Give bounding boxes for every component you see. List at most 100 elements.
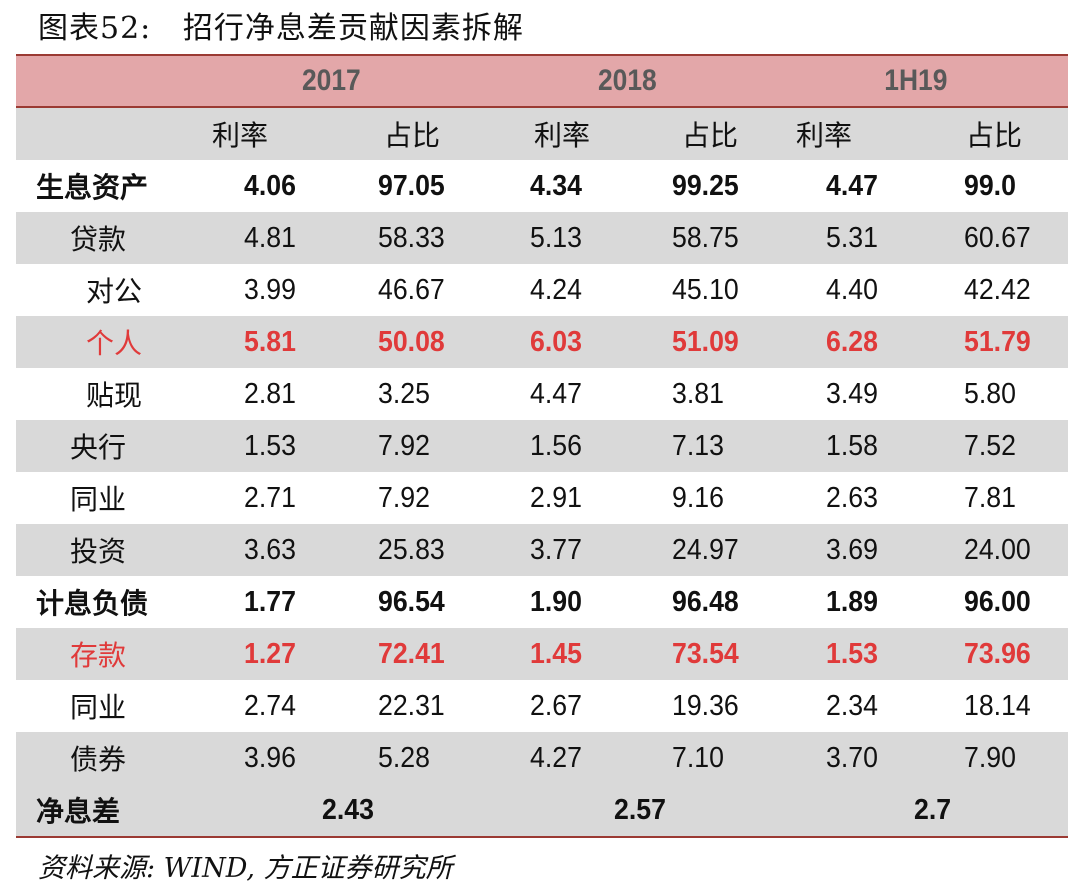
- rate-cell: 1.27: [244, 637, 296, 670]
- year-2017: 2017: [302, 64, 361, 97]
- rate-cell: 3.49: [826, 377, 878, 410]
- rate-cell: 2.91: [530, 481, 582, 514]
- share-cell: 99.0: [964, 169, 1016, 202]
- sub-header-share: 占比: [682, 119, 739, 152]
- rate-cell: 3.63: [244, 533, 296, 566]
- year-header-row: 2017 2018 1H19: [16, 54, 1068, 108]
- rate-cell: 3.96: [244, 741, 296, 774]
- rate-cell: 1.89: [826, 585, 878, 618]
- rate-cell: 4.47: [530, 377, 582, 410]
- rate-cell: 2.34: [826, 689, 878, 722]
- share-cell: 3.81: [672, 377, 724, 410]
- rate-cell: 6.28: [826, 325, 878, 358]
- rate-cell: 4.40: [826, 273, 878, 306]
- rate-cell: 2.74: [244, 689, 296, 722]
- sub-header-share: 占比: [384, 119, 441, 152]
- table-row: 央行 1.53 7.92 1.56 7.13 1.58 7.52: [16, 420, 1068, 472]
- rate-cell: 6.03: [530, 325, 582, 358]
- share-cell: 7.90: [964, 741, 1016, 774]
- share-cell: 24.97: [672, 533, 739, 566]
- rate-cell: 3.69: [826, 533, 878, 566]
- share-cell: 3.25: [378, 377, 430, 410]
- table-title: 图表52: 招行净息差贡献因素拆解: [38, 11, 524, 46]
- share-cell: 50.08: [378, 325, 445, 358]
- rate-cell: 3.70: [826, 741, 878, 774]
- share-cell: 73.54: [672, 637, 739, 670]
- rate-cell: 4.81: [244, 221, 296, 254]
- table-row: 同业 2.71 7.92 2.91 9.16 2.63 7.81: [16, 472, 1068, 524]
- row-label: 同业: [70, 483, 127, 516]
- rate-cell: 4.27: [530, 741, 582, 774]
- share-cell: 46.67: [378, 273, 445, 306]
- row-label: 个人: [86, 327, 143, 360]
- row-label: 央行: [70, 431, 127, 464]
- rate-cell: 5.81: [244, 325, 296, 358]
- nim-row: 净息差 2.43 2.57 2.7: [16, 784, 1068, 838]
- share-cell: 42.42: [964, 273, 1031, 306]
- nim-value-2017: 2.43: [322, 793, 374, 826]
- share-cell: 72.41: [378, 637, 445, 670]
- share-cell: 5.80: [964, 377, 1016, 410]
- share-cell: 7.10: [672, 741, 724, 774]
- share-cell: 7.13: [672, 429, 724, 462]
- share-cell: 96.00: [964, 585, 1031, 618]
- rate-cell: 3.99: [244, 273, 296, 306]
- rate-cell: 4.24: [530, 273, 582, 306]
- row-label: 贷款: [70, 223, 127, 256]
- share-cell: 96.54: [378, 585, 445, 618]
- share-cell: 51.09: [672, 325, 739, 358]
- share-cell: 5.28: [378, 741, 430, 774]
- sub-header-rate: 利率: [534, 119, 591, 152]
- rate-cell: 4.47: [826, 169, 878, 202]
- table-row: 存款 1.27 72.41 1.45 73.54 1.53 73.96: [16, 628, 1068, 680]
- row-label: 对公: [86, 275, 143, 308]
- sub-header-rate: 利率: [212, 119, 269, 152]
- share-cell: 7.92: [378, 481, 430, 514]
- row-label: 存款: [70, 639, 127, 672]
- table-row: 同业 2.74 22.31 2.67 19.36 2.34 18.14: [16, 680, 1068, 732]
- rate-cell: 2.67: [530, 689, 582, 722]
- year-2018: 2018: [598, 64, 657, 97]
- table-row: 个人 5.81 50.08 6.03 51.09 6.28 51.79: [16, 316, 1068, 368]
- share-cell: 22.31: [378, 689, 445, 722]
- share-cell: 7.81: [964, 481, 1016, 514]
- table-row: 投资 3.63 25.83 3.77 24.97 3.69 24.00: [16, 524, 1068, 576]
- rate-cell: 5.31: [826, 221, 878, 254]
- rate-cell: 5.13: [530, 221, 582, 254]
- rate-cell: 1.45: [530, 637, 582, 670]
- rate-cell: 1.58: [826, 429, 878, 462]
- sub-header-share: 占比: [966, 119, 1023, 152]
- table-row: 债券 3.96 5.28 4.27 7.10 3.70 7.90: [16, 732, 1068, 784]
- row-label: 净息差: [36, 795, 121, 828]
- table-row: 贷款 4.81 58.33 5.13 58.75 5.31 60.67: [16, 212, 1068, 264]
- share-cell: 96.48: [672, 585, 739, 618]
- nim-value-2018: 2.57: [614, 793, 666, 826]
- sub-header-rate: 利率: [796, 119, 853, 152]
- rate-cell: 2.63: [826, 481, 878, 514]
- share-cell: 24.00: [964, 533, 1031, 566]
- table-row: 贴现 2.81 3.25 4.47 3.81 3.49 5.80: [16, 368, 1068, 420]
- rate-cell: 2.71: [244, 481, 296, 514]
- share-cell: 7.92: [378, 429, 430, 462]
- source-note: 资料来源: WIND, 方正证券研究所: [38, 853, 453, 884]
- share-cell: 51.79: [964, 325, 1031, 358]
- share-cell: 73.96: [964, 637, 1031, 670]
- share-cell: 7.52: [964, 429, 1016, 462]
- rate-cell: 2.81: [244, 377, 296, 410]
- year-1h19: 1H19: [884, 64, 948, 97]
- share-cell: 99.25: [672, 169, 739, 202]
- sub-header-row: 利率 占比 利率 占比 利率 占比: [16, 108, 1068, 160]
- row-label: 投资: [70, 535, 127, 568]
- nim-breakdown-table: 2017 2018 1H19 利率 占比 利率 占比 利率 占比 生息资产 4.0…: [16, 54, 1068, 838]
- nim-value-1h19: 2.7: [914, 793, 952, 826]
- share-cell: 45.10: [672, 273, 739, 306]
- rate-cell: 1.77: [244, 585, 296, 618]
- table-row: 计息负债 1.77 96.54 1.90 96.48 1.89 96.00: [16, 576, 1068, 628]
- row-label: 同业: [70, 691, 127, 724]
- share-cell: 97.05: [378, 169, 445, 202]
- row-label: 计息负债: [36, 587, 149, 620]
- share-cell: 18.14: [964, 689, 1031, 722]
- row-label: 贴现: [86, 379, 143, 412]
- share-cell: 60.67: [964, 221, 1031, 254]
- rate-cell: 1.53: [244, 429, 296, 462]
